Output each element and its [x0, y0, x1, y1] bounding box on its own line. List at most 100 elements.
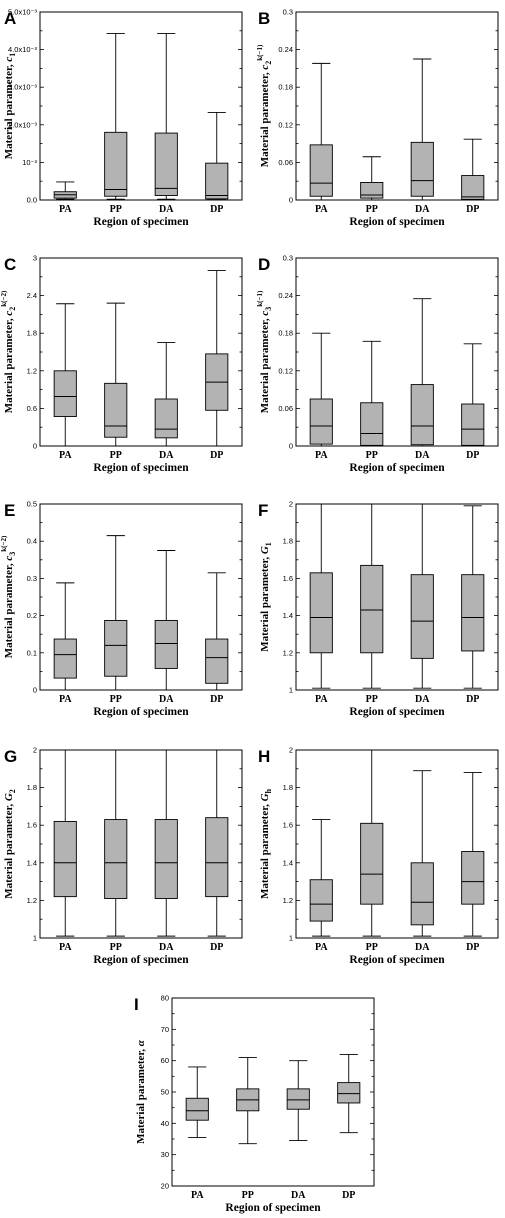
x-tick-label: PP	[366, 694, 378, 705]
box-pa	[309, 62, 333, 201]
box-iqr	[309, 144, 333, 197]
y-tick-label: 0.5	[27, 500, 37, 509]
y-tick-label: 0.12	[278, 366, 293, 375]
y-tick-label: 0.18	[278, 83, 293, 92]
x-axis-title: Region of specimen	[349, 216, 445, 228]
y-tick-label: 1.4	[27, 858, 37, 867]
box-dp	[461, 343, 485, 447]
x-axis-title: Region of specimen	[93, 462, 189, 474]
x-tick-label: PP	[366, 942, 378, 953]
box-da	[154, 550, 178, 691]
box-iqr	[309, 572, 333, 654]
y-tick-label: 0.24	[278, 291, 293, 300]
panel-b: B 0 0.06 0.12 0.18 0.24 0.3 PA PP DA DP Region of s…	[256, 8, 499, 228]
box-pp	[360, 503, 384, 689]
x-tick-label: DP	[342, 1190, 355, 1201]
box-pa	[53, 749, 77, 937]
y-axis-title: Material parameter, G1	[259, 542, 273, 652]
y-tick-label: 5.0x10⁻³	[8, 8, 37, 17]
y-axis-title-subscript: 1	[264, 542, 273, 546]
x-tick-label: DA	[159, 694, 174, 705]
y-tick-label: 0.1	[27, 648, 37, 657]
x-tick-label: PA	[315, 694, 328, 705]
y-axis-title: Material parameter, G2	[3, 789, 17, 899]
y-axis-title-variable: c	[259, 65, 271, 70]
box-dp	[205, 749, 229, 937]
box-iqr	[410, 862, 434, 926]
y-tick-label: 20	[161, 1182, 169, 1191]
y-tick-label: 0	[289, 196, 293, 205]
y-axis-title-subscript: 2	[8, 789, 17, 793]
box-pp	[104, 302, 128, 447]
box-iqr	[461, 851, 485, 905]
x-axis-title: Region of specimen	[93, 216, 189, 228]
x-tick-label: DP	[466, 694, 479, 705]
y-axis-title-variable: c	[3, 57, 15, 62]
panel-c: C 0 0.6 1.2 1.8 2.4 3 PA PP DA DP Region of specime…	[0, 254, 243, 474]
y-axis-title-subscript: 1	[8, 53, 17, 57]
y-tick-label: 10⁻³	[22, 158, 37, 167]
box-iqr	[205, 817, 229, 898]
y-tick-label: 2.4	[27, 291, 37, 300]
panel-letter: A	[4, 9, 16, 28]
box-pa	[309, 819, 333, 937]
x-tick-label: PP	[110, 204, 122, 215]
y-tick-label: 0	[33, 686, 37, 695]
x-tick-label: DP	[210, 204, 223, 215]
y-tick-label: 1	[289, 934, 293, 943]
x-tick-label: DA	[415, 694, 430, 705]
y-tick-label: 0.0	[27, 196, 37, 205]
x-axis-title: Region of specimen	[349, 954, 445, 966]
panel-letter: G	[4, 747, 17, 766]
y-tick-label: 1	[289, 686, 293, 695]
x-tick-label: DP	[466, 942, 479, 953]
y-axis-title-subscript: 3	[8, 552, 17, 556]
y-tick-label: 0.6	[27, 404, 37, 413]
box-dp	[461, 505, 485, 689]
y-axis-title-variable: α	[135, 1039, 147, 1046]
y-tick-label: 2	[289, 746, 293, 755]
box-iqr	[360, 822, 384, 905]
y-tick-label: 0.24	[278, 45, 293, 54]
y-tick-label: 1.8	[27, 329, 37, 338]
y-tick-label: 70	[161, 1025, 169, 1034]
box-pp	[104, 749, 128, 937]
y-tick-label: 0.18	[278, 329, 293, 338]
y-tick-label: 2	[289, 500, 293, 509]
y-tick-label: 0.06	[278, 404, 293, 413]
box-dp	[205, 270, 229, 447]
y-tick-label: 1.6	[283, 821, 293, 830]
x-tick-label: DP	[210, 694, 223, 705]
y-tick-label: 40	[161, 1119, 169, 1128]
box-dp	[205, 111, 229, 201]
box-da	[154, 32, 178, 200]
y-axis-title-text: Material parameter,	[259, 70, 271, 168]
x-tick-label: PA	[315, 942, 328, 953]
y-tick-label: 0	[33, 442, 37, 451]
y-tick-label: 0.4	[27, 537, 37, 546]
y-tick-label: 0.06	[278, 158, 293, 167]
y-axis-title-subscript: 2	[8, 307, 17, 311]
y-axis-title-variable: G	[259, 546, 271, 554]
x-tick-label: DP	[466, 204, 479, 215]
box-iqr	[410, 384, 434, 446]
x-tick-label: DA	[291, 1190, 306, 1201]
box-iqr	[337, 1082, 361, 1104]
y-tick-label: 30	[161, 1150, 169, 1159]
y-tick-label: 0.2	[27, 611, 37, 620]
box-iqr	[286, 1088, 310, 1110]
box-da	[286, 1060, 310, 1142]
box-iqr	[104, 131, 128, 197]
box-iqr	[205, 162, 229, 200]
box-pa	[53, 303, 77, 447]
y-axis-title: Material parameter, c1	[3, 53, 17, 160]
panel-letter: E	[4, 501, 15, 520]
y-tick-label: 1.8	[27, 783, 37, 792]
box-da	[410, 298, 434, 447]
y-tick-label: 1.2	[283, 896, 293, 905]
box-pa	[185, 1066, 209, 1138]
y-tick-label: 80	[161, 994, 169, 1003]
box-dp	[461, 772, 485, 937]
x-tick-label: PA	[59, 450, 72, 461]
x-axis-title: Region of specimen	[93, 954, 189, 966]
